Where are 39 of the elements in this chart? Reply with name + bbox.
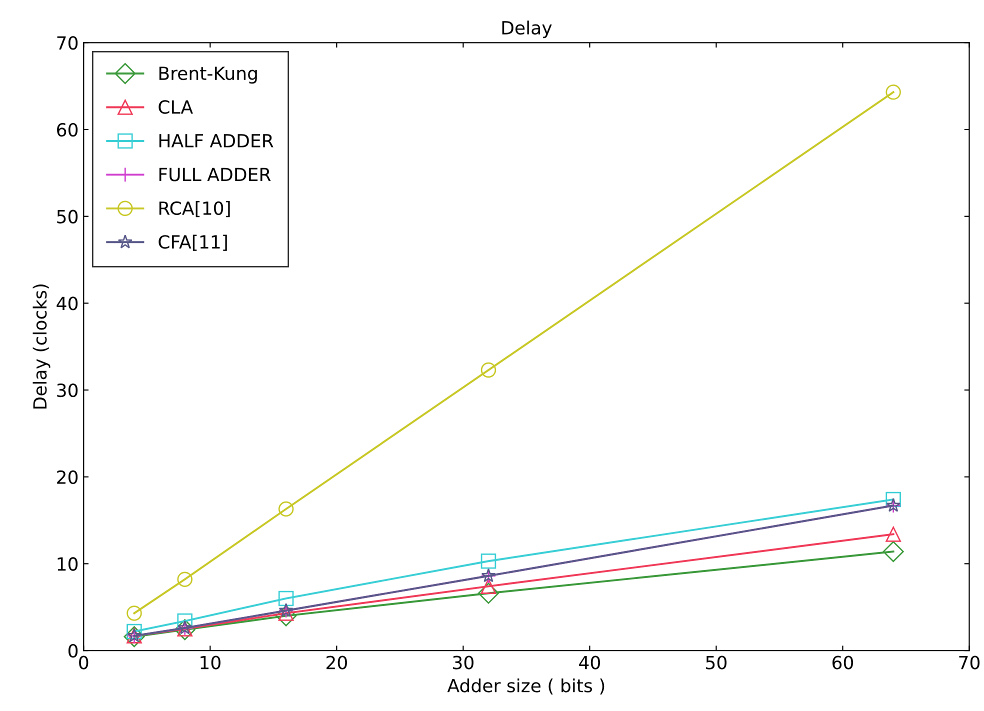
point <box>124 626 145 648</box>
x-tick-label: 0 <box>79 656 88 670</box>
legend-label: CLA <box>158 100 193 114</box>
y-tick-label: 20 <box>57 470 78 484</box>
y-tick-label: 70 <box>57 36 78 50</box>
y-tick-label: 60 <box>57 122 78 137</box>
point <box>886 84 901 100</box>
x-tick-label: 20 <box>326 656 347 670</box>
x-tick-label: 50 <box>706 656 726 670</box>
x-axis-title: Adder size ( bits ) <box>447 678 604 695</box>
y-tick-label: 50 <box>57 210 78 224</box>
chart-title: Delay <box>502 20 552 38</box>
y-tick-label: 30 <box>57 383 78 398</box>
y-tick-label: 40 <box>56 296 78 310</box>
legend-label: CFA[11] <box>158 234 227 251</box>
point <box>276 605 297 626</box>
x-tick-label: 70 <box>959 656 980 670</box>
y-tick-label: 10 <box>58 557 78 571</box>
point <box>886 492 901 508</box>
y-tick-label: 0 <box>68 644 78 658</box>
x-tick-label: 40 <box>579 656 600 670</box>
point <box>278 501 294 517</box>
legend-label: FULL ADDER <box>159 168 271 182</box>
point <box>478 582 499 604</box>
point <box>177 572 192 587</box>
x-tick-label: 60 <box>832 656 854 670</box>
point <box>480 553 496 569</box>
point <box>174 619 196 640</box>
point <box>278 590 294 606</box>
y-axis-title: Delay (clocks) <box>32 284 50 409</box>
legend-label: HALF ADDER <box>159 134 274 148</box>
legend-label: RCA[10] <box>159 201 230 218</box>
x-tick-label: 10 <box>200 656 220 670</box>
legend-label: Brent-Kung <box>159 66 257 84</box>
point <box>480 362 496 378</box>
point <box>126 606 142 621</box>
point <box>886 526 901 542</box>
x-tick-label: 30 <box>453 656 474 670</box>
point <box>882 541 904 562</box>
